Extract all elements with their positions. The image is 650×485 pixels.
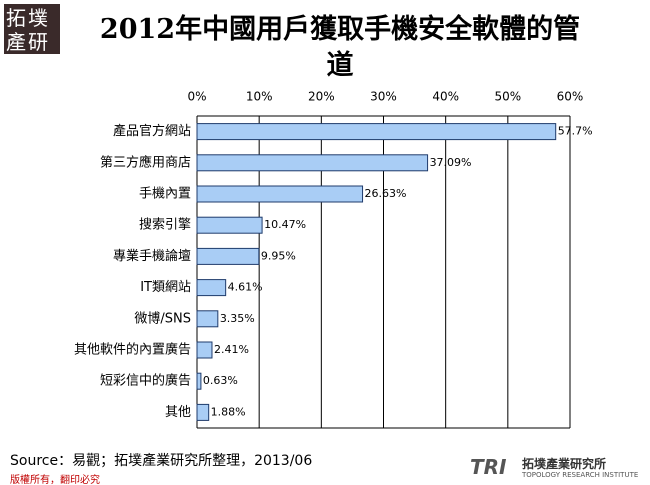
x-tick-label: 40% bbox=[432, 90, 459, 104]
value-label: 4.61% bbox=[228, 281, 263, 294]
y-tick-label: 產品官方網站 bbox=[113, 123, 191, 139]
x-tick-label: 30% bbox=[370, 90, 397, 104]
y-tick-label: 第三方應用商店 bbox=[100, 154, 191, 170]
bar bbox=[196, 123, 557, 141]
source-note: Source：易觀；拓墣產業研究所整理，2013/06 bbox=[10, 453, 313, 469]
bar bbox=[196, 279, 227, 297]
brand-name: 拓墣產業研究所 bbox=[522, 457, 607, 471]
copyright: 版權所有，翻印必究 bbox=[10, 475, 100, 485]
logo: 拓墣產研 bbox=[4, 4, 60, 54]
brand: TRI 拓墣產業研究所 TOPOLOGY RESEARCH INSTITUTE bbox=[470, 455, 645, 483]
y-tick-label: 微博/SNS bbox=[134, 311, 191, 326]
bar bbox=[196, 310, 219, 328]
bar bbox=[196, 216, 263, 234]
y-tick-label: 手機內置 bbox=[139, 187, 191, 202]
bar bbox=[196, 185, 364, 203]
bar bbox=[196, 372, 202, 390]
brand-mark: TRI bbox=[470, 455, 507, 479]
value-label: 26.63% bbox=[365, 187, 407, 200]
value-label: 3.35% bbox=[220, 312, 255, 325]
brand-english: TOPOLOGY RESEARCH INSTITUTE bbox=[522, 471, 639, 479]
value-label: 0.63% bbox=[203, 374, 238, 387]
value-label: 37.09% bbox=[430, 156, 472, 169]
bar bbox=[196, 341, 213, 359]
value-label: 1.88% bbox=[211, 405, 246, 418]
value-label: 57.7% bbox=[558, 125, 593, 138]
bar bbox=[196, 403, 210, 421]
x-tick-label: 20% bbox=[308, 90, 335, 104]
y-tick-label: 短彩信中的廣告 bbox=[100, 373, 191, 389]
x-tick-label: 50% bbox=[494, 90, 521, 104]
y-tick-label: 其他 bbox=[165, 405, 191, 420]
x-tick-label: 0% bbox=[187, 90, 206, 104]
y-tick-label: 搜索引擎 bbox=[139, 218, 191, 233]
value-label: 10.47% bbox=[264, 218, 306, 231]
bar bbox=[196, 154, 429, 172]
x-tick-label: 60% bbox=[557, 90, 584, 104]
y-tick-label: 專業手機論壇 bbox=[113, 248, 191, 264]
y-tick-label: IT類網站 bbox=[140, 280, 191, 295]
x-tick-label: 10% bbox=[246, 90, 273, 104]
value-label: 9.95% bbox=[261, 249, 296, 262]
y-tick-label: 其他軟件的內置廣告 bbox=[74, 342, 191, 358]
bar bbox=[196, 247, 260, 265]
chart-title: 2012年中國用戶獲取手機安全軟體的管道 bbox=[99, 14, 581, 81]
value-label: 2.41% bbox=[214, 343, 249, 356]
